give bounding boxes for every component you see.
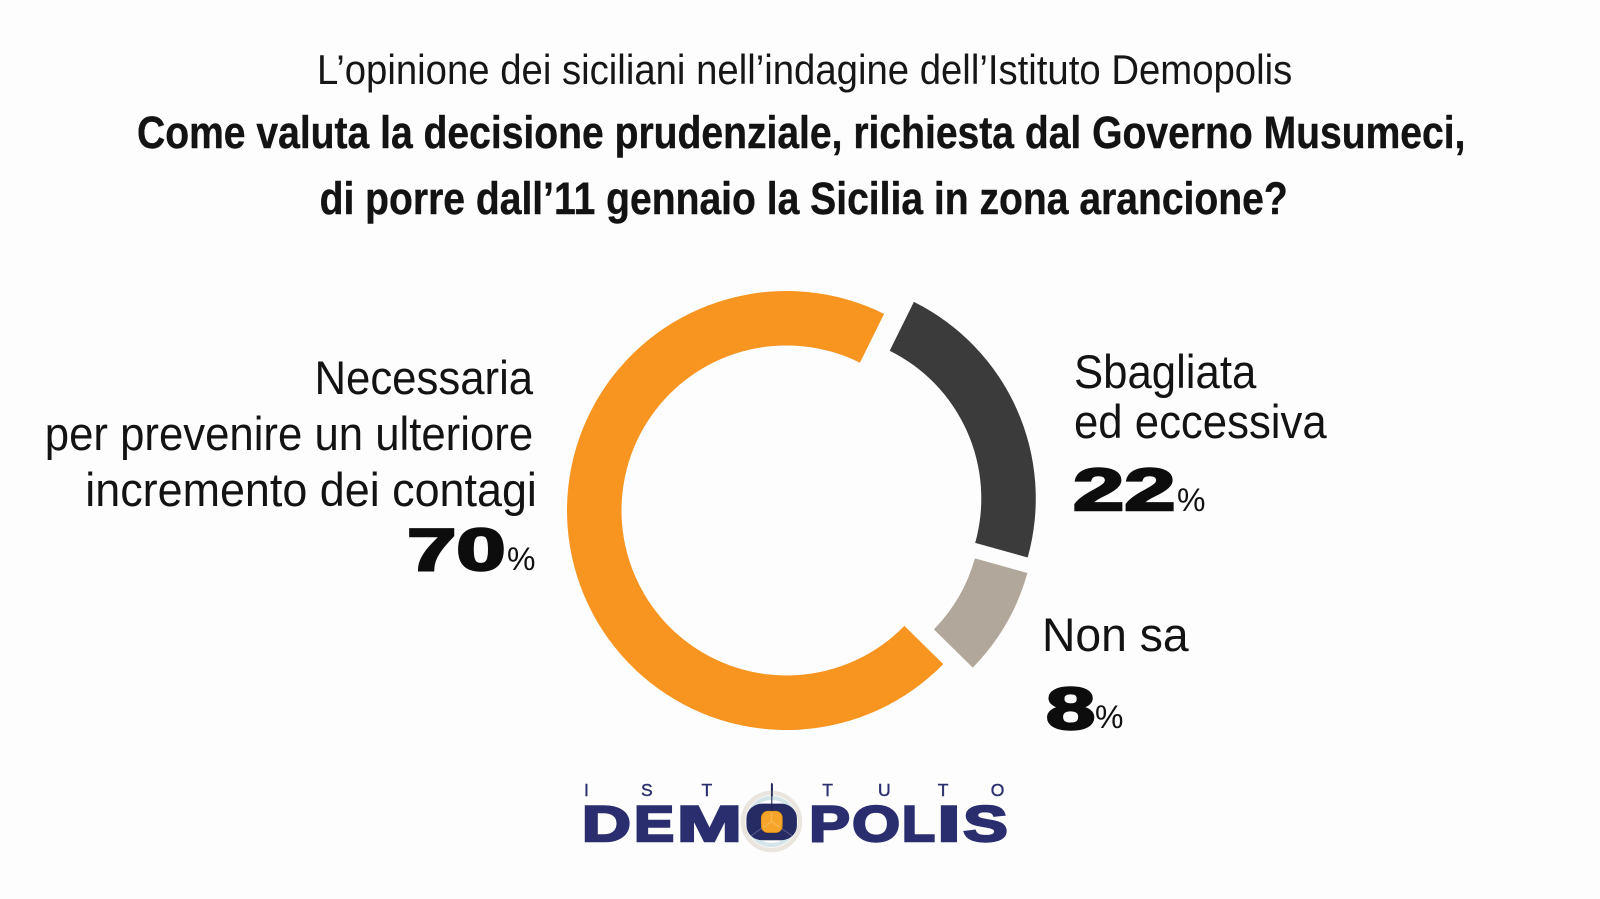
svg-text:O: O	[852, 795, 900, 851]
svg-text:M: M	[677, 796, 742, 852]
svg-text:I: I	[937, 795, 960, 851]
svg-text:L: L	[902, 797, 935, 853]
svg-text:E: E	[634, 796, 674, 852]
svg-text:P: P	[809, 796, 850, 852]
svg-text:S: S	[963, 797, 1007, 852]
svg-text:D: D	[582, 796, 631, 852]
